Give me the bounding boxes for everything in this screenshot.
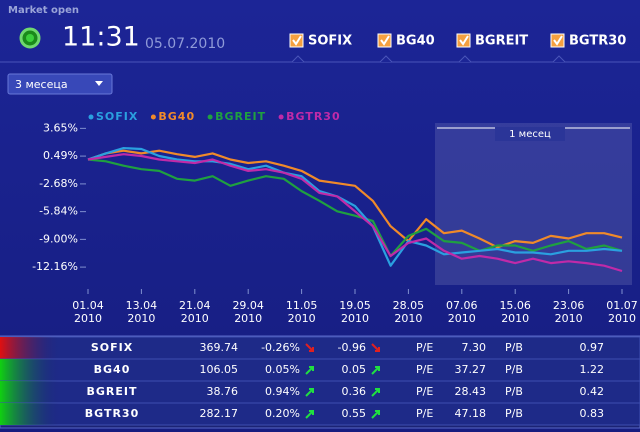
trend-arrow bbox=[371, 366, 380, 375]
trend-arrow bbox=[371, 410, 380, 419]
table-cell: -0.26% bbox=[261, 341, 300, 354]
table-cell: SOFIX bbox=[91, 341, 133, 354]
table-cell: P/E bbox=[416, 341, 433, 354]
y-tick-label: 3.65% bbox=[43, 121, 78, 134]
table-cell: 1.22 bbox=[580, 363, 605, 376]
month-label: 1 месец bbox=[509, 129, 551, 140]
trend-arrow bbox=[305, 366, 314, 375]
table-cell: P/B bbox=[505, 341, 523, 354]
trend-stripe bbox=[0, 403, 60, 425]
y-tick-label: -2.68% bbox=[39, 177, 78, 190]
x-tick-label: 11.05 2010 bbox=[285, 299, 318, 325]
row-bg bbox=[0, 402, 640, 426]
trend-stripe bbox=[0, 359, 60, 381]
trend-arrow bbox=[305, 410, 314, 419]
table-cell: BG40 bbox=[94, 363, 131, 376]
status-light-core bbox=[26, 34, 34, 42]
table-cell: P/B bbox=[505, 363, 523, 376]
table-cell: 0.94% bbox=[265, 385, 300, 398]
legend-label: BGREIT bbox=[215, 110, 266, 123]
table-cell: 0.36 bbox=[342, 385, 367, 398]
table-cell: P/E bbox=[416, 407, 433, 420]
y-tick-label: -5.84% bbox=[39, 205, 78, 218]
table-cell: -0.96 bbox=[338, 341, 366, 354]
dropdown-arrow bbox=[95, 81, 103, 86]
table-cell: 38.76 bbox=[207, 385, 239, 398]
legend-label: SOFIX bbox=[96, 110, 138, 123]
table-cell: 0.05 bbox=[342, 363, 367, 376]
table-cell: 0.20% bbox=[265, 407, 300, 420]
table-cell: 369.74 bbox=[200, 341, 239, 354]
tab-label[interactable]: BGTR30 bbox=[569, 34, 626, 49]
table-cell: P/B bbox=[505, 407, 523, 420]
tab-label[interactable]: SOFIX bbox=[308, 34, 352, 49]
table-cell: 0.42 bbox=[580, 385, 605, 398]
table-cell: BGTR30 bbox=[85, 407, 140, 420]
table-cell: 0.55 bbox=[342, 407, 367, 420]
legend-label: BG40 bbox=[158, 110, 195, 123]
tab-check bbox=[292, 35, 302, 46]
period-select[interactable] bbox=[7, 73, 113, 95]
clock: 11:31 bbox=[62, 22, 140, 53]
x-tick-label: 01.07 2010 bbox=[606, 299, 638, 325]
table-cell: 28.43 bbox=[455, 385, 487, 398]
date: 05.07.2010 bbox=[145, 36, 225, 52]
trend-arrow bbox=[371, 343, 380, 352]
tab-label[interactable]: BGREIT bbox=[475, 34, 528, 49]
x-tick-label: 28.05 2010 bbox=[392, 299, 425, 325]
tab-check bbox=[553, 35, 563, 46]
table-cell: 0.83 bbox=[580, 407, 605, 420]
trend-arrow bbox=[305, 388, 314, 397]
table-cell: P/B bbox=[505, 385, 523, 398]
tab-check bbox=[459, 35, 469, 46]
x-tick-label: 23.06 2010 bbox=[552, 299, 585, 325]
table-cell: P/E bbox=[416, 363, 433, 376]
tab-check bbox=[380, 35, 390, 46]
table-cell: 0.05% bbox=[265, 363, 300, 376]
y-tick-label: 0.49% bbox=[43, 149, 78, 162]
legend-label: BGTR30 bbox=[286, 110, 341, 123]
legend-dot bbox=[207, 114, 213, 120]
tab-label[interactable]: BG40 bbox=[396, 34, 435, 49]
table-cell: 282.17 bbox=[200, 407, 239, 420]
legend-dot bbox=[150, 114, 156, 120]
tab-notch bbox=[379, 55, 393, 63]
table-cell: 0.97 bbox=[580, 341, 605, 354]
trend-arrow bbox=[371, 388, 380, 397]
series-line bbox=[87, 147, 623, 267]
series-line bbox=[87, 149, 623, 249]
x-tick-label: 13.04 2010 bbox=[125, 299, 158, 325]
tab-notch bbox=[291, 55, 305, 63]
legend-dot bbox=[88, 114, 94, 120]
table-cell: 7.30 bbox=[462, 341, 487, 354]
table-cell: 47.18 bbox=[455, 407, 487, 420]
legend-dot bbox=[278, 114, 284, 120]
month-label-bg bbox=[495, 127, 565, 141]
period-label: 3 месеца bbox=[15, 78, 68, 91]
tab-notch bbox=[458, 55, 472, 63]
y-tick-label: -12.16% bbox=[32, 260, 78, 273]
table-cell: BGREIT bbox=[87, 385, 138, 398]
x-tick-label: 19.05 2010 bbox=[339, 299, 371, 325]
tab-notch bbox=[552, 55, 566, 63]
x-tick-label: 15.06 2010 bbox=[499, 299, 531, 325]
trend-stripe bbox=[0, 381, 60, 403]
trend-stripe bbox=[0, 337, 60, 359]
table-cell: P/E bbox=[416, 385, 433, 398]
series-line bbox=[87, 153, 623, 273]
x-tick-label: 07.06 2010 bbox=[446, 299, 478, 325]
x-tick-label: 01.04 2010 bbox=[72, 299, 104, 325]
x-tick-label: 21.04 2010 bbox=[179, 299, 211, 325]
table-cell: 37.27 bbox=[455, 363, 487, 376]
series-line bbox=[87, 158, 623, 258]
y-tick-label: -9.00% bbox=[39, 232, 78, 245]
table-cell: 106.05 bbox=[200, 363, 239, 376]
trend-arrow bbox=[305, 343, 314, 352]
month-shade bbox=[435, 123, 632, 285]
x-tick-label: 29.04 2010 bbox=[232, 299, 264, 325]
status: Market open bbox=[8, 5, 79, 16]
